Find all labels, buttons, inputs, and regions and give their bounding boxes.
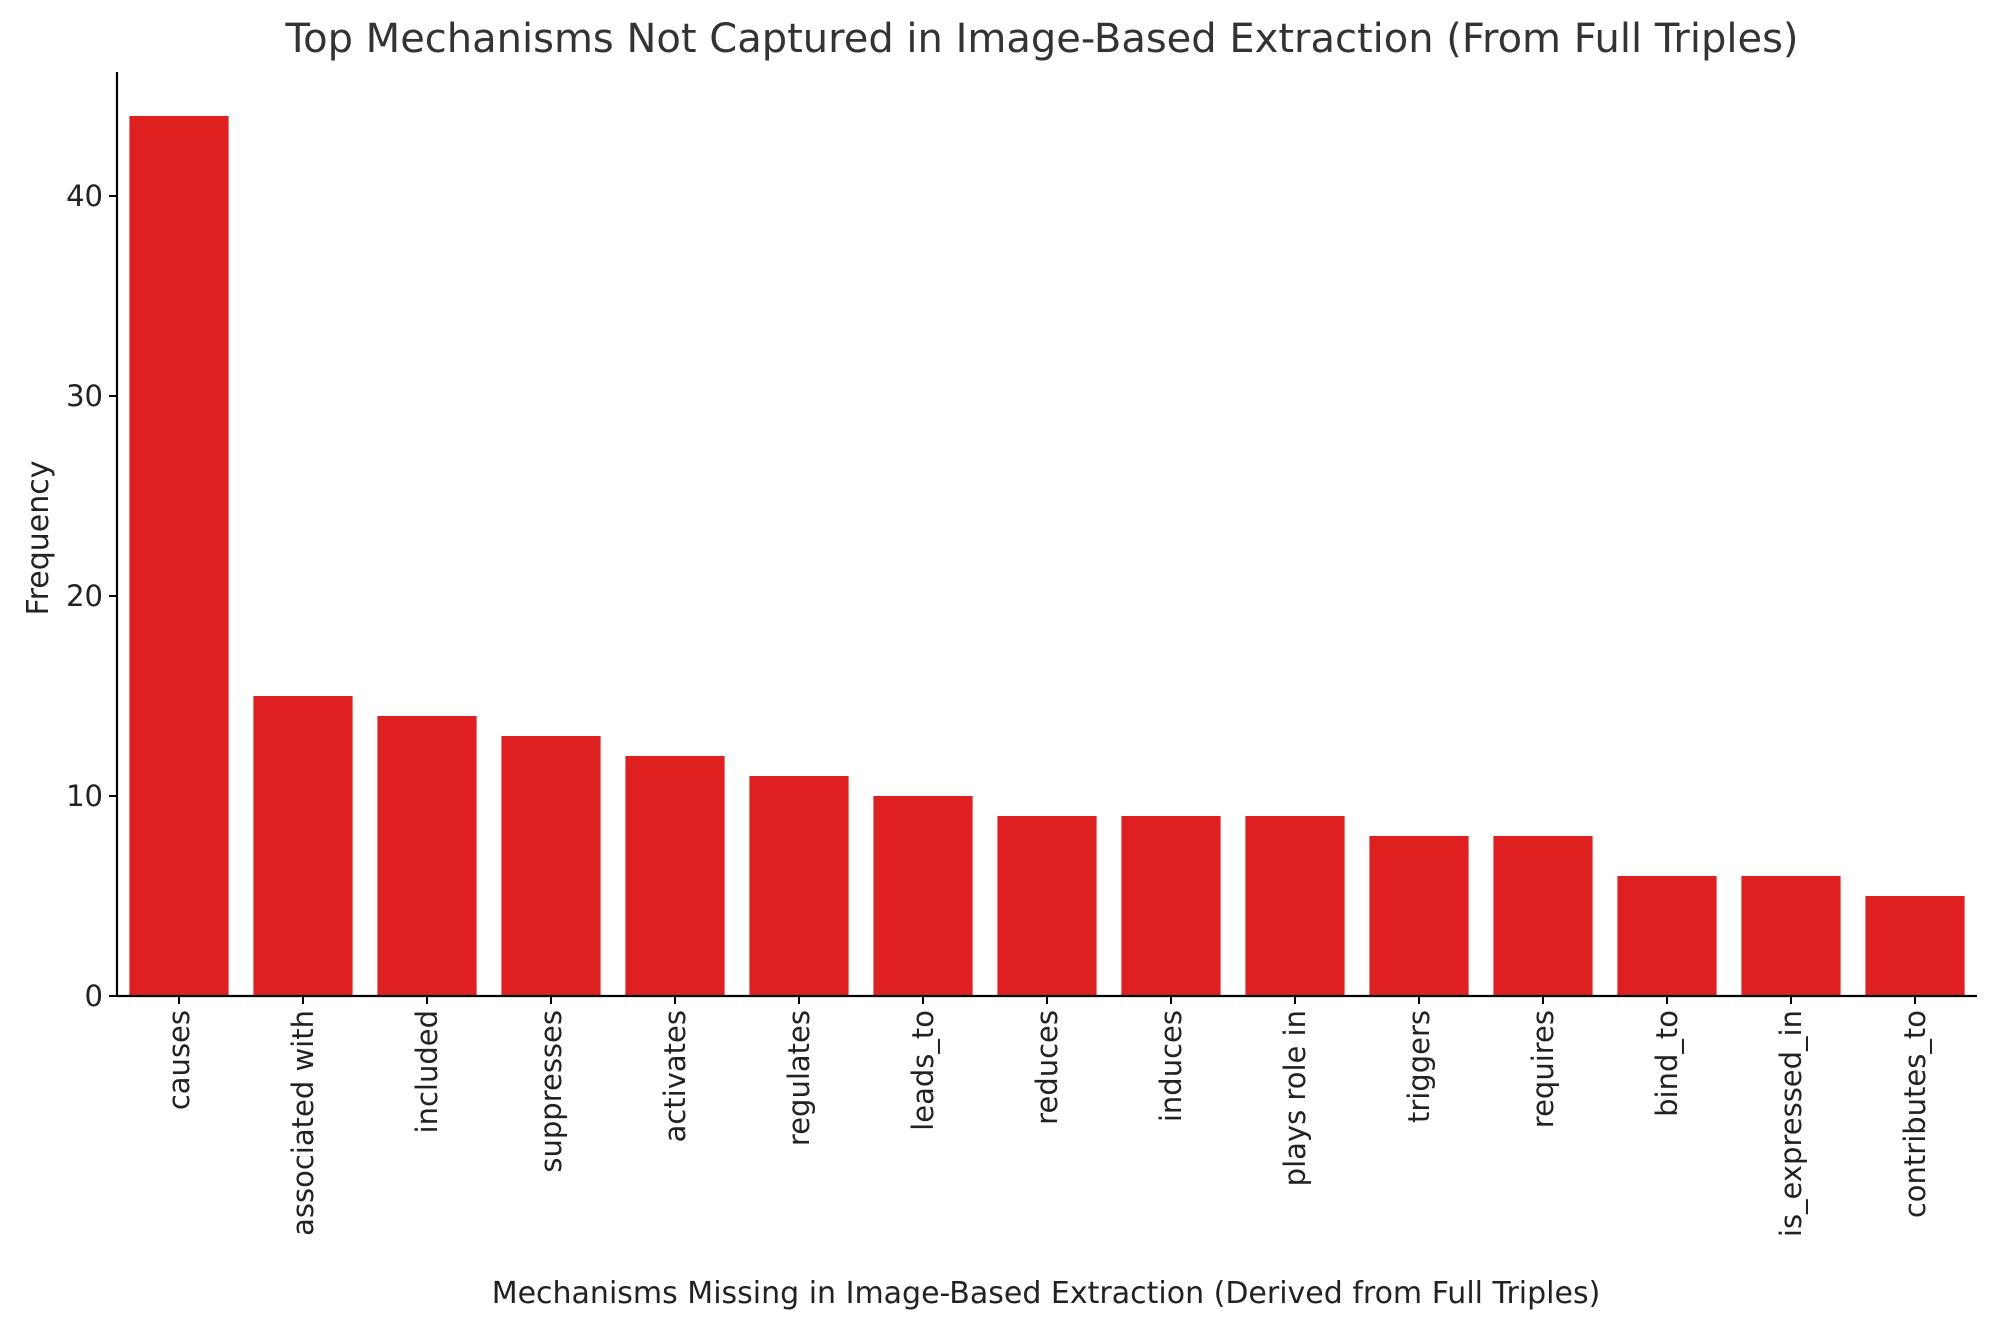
x-tick-label: induces (1154, 1010, 1188, 1122)
y-tick-label: 10 (66, 779, 103, 813)
y-tick-label: 30 (66, 379, 103, 413)
bar-activates (625, 756, 725, 996)
bar-reduces (997, 816, 1097, 996)
x-tick-label: associated with (286, 1010, 320, 1236)
bar-is-expressed-in (1741, 876, 1841, 996)
bar-included (377, 716, 477, 996)
x-axis-ticks: causes associated with included suppresses a… (162, 996, 1932, 1237)
x-tick-label: included (410, 1010, 444, 1133)
chart-title: Top Mechanisms Not Captured in Image-Bas… (284, 16, 1798, 62)
y-tick-label: 0 (85, 979, 103, 1013)
bar-associated-with (253, 696, 353, 996)
x-tick-label: reduces (1030, 1010, 1064, 1125)
bar-contributes-to (1865, 896, 1965, 996)
bar-regulates (749, 776, 849, 996)
x-tick-label: regulates (782, 1010, 816, 1146)
x-axis-label: Mechanisms Missing in Image-Based Extrac… (492, 1276, 1601, 1311)
y-tick-label: 40 (66, 179, 103, 213)
bars-group (129, 116, 1965, 996)
y-axis-label: Frequency (21, 461, 56, 616)
x-tick-label: plays role in (1278, 1010, 1312, 1186)
x-tick-label: bind_to (1650, 1010, 1684, 1117)
bar-leads-to (873, 796, 973, 996)
x-tick-label: leads_to (906, 1010, 940, 1131)
x-tick-label: is_expressed_in (1774, 1010, 1808, 1237)
bar-requires (1493, 836, 1593, 996)
y-axis-ticks: 0 10 20 30 40 (66, 179, 117, 1013)
x-tick-label: contributes_to (1898, 1010, 1932, 1218)
bar-induces (1121, 816, 1221, 996)
bar-triggers (1369, 836, 1469, 996)
bar-causes (129, 116, 229, 996)
x-tick-label: activates (658, 1010, 692, 1142)
bar-bind-to (1617, 876, 1717, 996)
x-tick-label: causes (162, 1010, 196, 1110)
y-tick-label: 20 (66, 579, 103, 613)
x-tick-label: requires (1526, 1010, 1560, 1128)
bar-plays-role-in (1245, 816, 1345, 996)
x-tick-label: suppresses (534, 1010, 568, 1173)
x-tick-label: triggers (1402, 1010, 1436, 1123)
bar-suppresses (501, 736, 601, 996)
